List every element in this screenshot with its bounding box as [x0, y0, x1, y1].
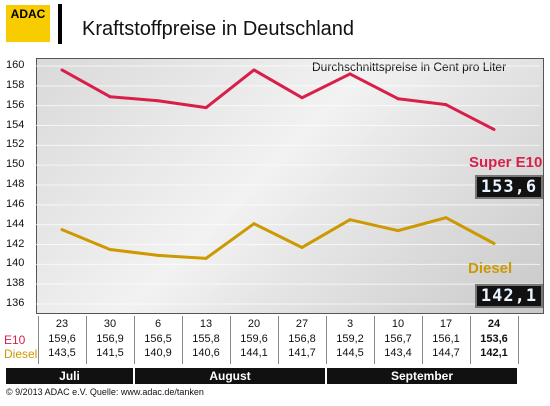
y-tick-label: 138: [6, 277, 25, 290]
data-point: [156, 253, 160, 257]
column-separator: [278, 316, 279, 364]
data-label: 144,5: [336, 347, 364, 359]
y-tick-label: 150: [6, 158, 25, 171]
column-separator: [470, 316, 471, 364]
data-label: 159,2: [336, 333, 364, 345]
y-tick-label: 140: [6, 257, 25, 270]
data-label: 159,6: [240, 333, 268, 345]
data-label: 142,1: [480, 347, 508, 359]
y-tick-label: 144: [6, 217, 25, 230]
data-label: 143,5: [48, 347, 76, 359]
data-point: [396, 229, 400, 233]
y-tick-label: 156: [6, 98, 25, 111]
data-label: 156,7: [384, 333, 412, 345]
x-tick-label: 6: [154, 318, 162, 330]
month-label: August: [135, 368, 325, 384]
data-point: [444, 216, 448, 220]
x-tick-label: 23: [55, 318, 69, 330]
data-point: [108, 95, 112, 99]
data-label: 156,9: [96, 333, 124, 345]
data-point: [252, 222, 256, 226]
column-separator: [518, 316, 519, 364]
data-point: [492, 127, 496, 131]
data-point: [396, 97, 400, 101]
data-label: 143,4: [384, 347, 412, 359]
column-separator: [86, 316, 87, 364]
month-label: September: [327, 368, 517, 384]
data-point: [300, 96, 304, 100]
data-point: [300, 245, 304, 249]
y-tick-label: 142: [6, 237, 25, 250]
data-label: 140,9: [144, 347, 172, 359]
column-separator: [326, 316, 327, 364]
data-label: 159,6: [48, 333, 76, 345]
data-point: [348, 218, 352, 222]
super-price-display: 153,6: [475, 175, 543, 199]
month-label: Juli: [6, 368, 133, 384]
x-tick-label: 30: [103, 318, 117, 330]
data-point: [252, 68, 256, 72]
x-tick-label: 10: [391, 318, 405, 330]
y-tick-label: 148: [6, 178, 25, 190]
chart-subtitle: Durchschnittspreise in Cent pro Liter: [312, 60, 507, 74]
x-tick-label: 3: [346, 318, 354, 330]
data-label: 140,6: [192, 347, 220, 359]
x-tick-label: 20: [247, 318, 261, 330]
data-point: [60, 68, 64, 72]
row-label-diesel: Diesel: [4, 347, 38, 361]
footer-credit: © 9/2013 ADAC e.V. Quelle: www.adac.de/t…: [6, 387, 204, 397]
legend-super-e10: Super E10: [469, 154, 543, 171]
diesel-price-display: 142,1: [475, 284, 543, 308]
data-label: 144,7: [432, 347, 460, 359]
column-separator: [182, 316, 183, 364]
series-line-super-e10: [61, 68, 495, 131]
column-separator: [134, 316, 135, 364]
data-label: 141,5: [96, 347, 124, 359]
legend-diesel: Diesel: [468, 260, 513, 277]
chart-title: Kraftstoffpreise in Deutschland: [82, 18, 355, 40]
adac-logo: ADAC: [6, 5, 50, 42]
x-tick-label: 27: [295, 318, 309, 330]
x-tick-label: 24: [487, 318, 501, 330]
data-label: 155,8: [192, 333, 220, 345]
data-point: [444, 103, 448, 107]
data-label: 144,1: [240, 347, 268, 359]
column-separator: [422, 316, 423, 364]
series-line-diesel: [61, 216, 495, 260]
data-point: [156, 99, 160, 103]
x-tick-label: 17: [439, 318, 453, 330]
title-divider: [58, 4, 62, 44]
y-tick-label: 152: [6, 138, 25, 151]
data-label: 156,8: [288, 333, 316, 345]
data-point: [492, 242, 496, 246]
data-point: [204, 256, 208, 260]
y-tick-label: 136: [6, 297, 25, 309]
data-label: 156,5: [144, 333, 172, 345]
y-tick-label: 146: [6, 197, 25, 210]
data-label: 141,7: [288, 347, 316, 359]
data-label: 156,1: [432, 333, 460, 345]
data-point: [60, 228, 64, 232]
data-point: [108, 247, 112, 251]
data-point: [204, 106, 208, 110]
row-label-e10: E10: [4, 333, 26, 347]
column-separator: [230, 316, 231, 364]
plot-area: [36, 58, 544, 314]
y-tick-label: 154: [6, 118, 25, 131]
column-separator: [374, 316, 375, 364]
y-tick-label: 160: [6, 59, 25, 71]
column-separator: [38, 316, 39, 364]
data-point: [348, 72, 352, 76]
x-tick-label: 13: [199, 318, 213, 330]
data-label: 153,6: [480, 333, 508, 345]
y-tick-label: 158: [6, 78, 25, 91]
